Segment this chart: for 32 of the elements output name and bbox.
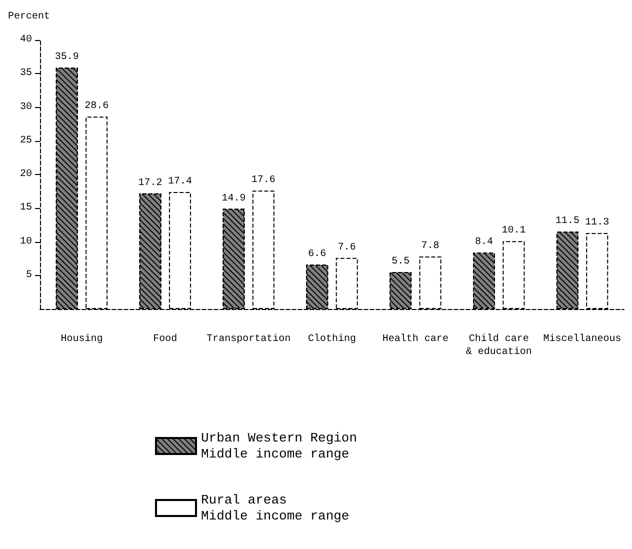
data-label: 10.1 xyxy=(502,226,526,237)
x-tick-label: Miscellaneous xyxy=(543,333,622,345)
y-tick-label: 5 xyxy=(26,270,32,281)
data-label: 17.4 xyxy=(168,176,192,188)
y-tick-label: 10 xyxy=(20,236,32,248)
y-tick-label: 35 xyxy=(20,68,32,80)
data-label: 28.6 xyxy=(84,101,109,112)
legend-label: Urban Western Region Middle income range xyxy=(201,430,358,462)
data-label: 11.3 xyxy=(585,218,610,229)
x-tick-label: Health care xyxy=(382,333,448,345)
data-label: 5.5 xyxy=(392,256,410,268)
x-tick-label: Clothing xyxy=(308,333,356,345)
y-tick-label: 15 xyxy=(20,202,32,214)
y-axis-title: Percent xyxy=(8,12,50,22)
data-label: 8.4 xyxy=(475,237,494,248)
legend-label: Rural areas Middle income range xyxy=(201,492,350,524)
data-label: 14.9 xyxy=(222,193,246,204)
data-label: 35.9 xyxy=(54,52,79,64)
data-label: 11.5 xyxy=(555,216,580,228)
x-tick-label: Child care & education xyxy=(466,333,532,358)
x-tick-label: Transportation xyxy=(206,333,291,345)
data-label: 6.6 xyxy=(308,249,326,260)
data-label: 7.6 xyxy=(338,242,356,254)
x-tick-label: Housing xyxy=(60,333,103,345)
y-tick-label: 20 xyxy=(20,169,32,180)
x-tick-label: Food xyxy=(153,333,178,345)
data-label: 7.8 xyxy=(421,241,440,252)
data-label: 17.2 xyxy=(138,178,162,189)
data-label: 17.6 xyxy=(251,175,276,186)
y-tick-label: 25 xyxy=(20,135,32,146)
y-tick-label: 30 xyxy=(20,102,32,113)
y-tick-label: 40 xyxy=(20,34,32,46)
